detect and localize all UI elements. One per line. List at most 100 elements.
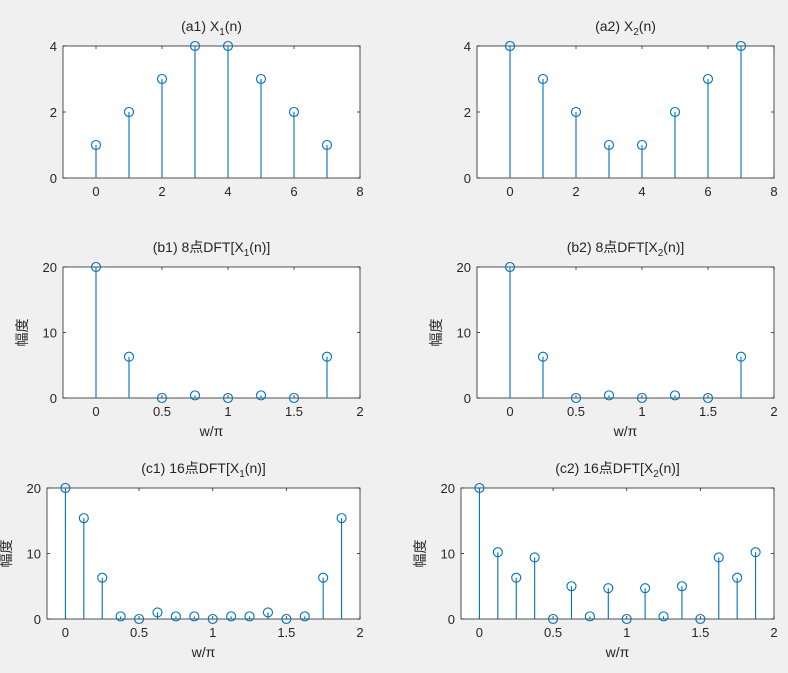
stem-marker: [621, 613, 632, 625]
stem-marker: [504, 40, 516, 52]
plot-area: [62, 45, 361, 179]
title-suffix: (n): [225, 18, 242, 34]
stem-marker: [636, 139, 648, 151]
stem-marker: [189, 390, 201, 401]
y-tick-label: 0: [464, 391, 471, 406]
stem-marker: [226, 611, 237, 622]
stem-marker: [123, 106, 135, 118]
title-suffix: (n)]: [659, 460, 680, 476]
stem-marker: [713, 552, 724, 563]
stem-marker: [548, 613, 559, 625]
y-tick-label: 10: [43, 326, 57, 341]
stem-marker: [115, 611, 126, 622]
y-tick-label: 10: [457, 326, 471, 341]
x-tick-label: 4: [638, 184, 645, 199]
stem-marker: [90, 139, 102, 151]
subplot-a1: 0 2 4 6 8 0 2 4 (a1) X1(n): [50, 18, 364, 199]
x-tick-label: 1.5: [699, 404, 717, 419]
x-tick-label: 1: [623, 625, 630, 640]
y-tick-label: 20: [43, 260, 57, 275]
x-tick-label: 0.5: [544, 625, 562, 640]
x-axis-label: w/π: [191, 644, 216, 660]
y-tick-label: 0: [448, 612, 455, 627]
stem-marker: [152, 607, 163, 618]
x-tick-label: 1.5: [285, 404, 303, 419]
stem-marker: [207, 613, 218, 625]
x-tick-label: 1.5: [277, 625, 295, 640]
title-subscript: 2: [658, 248, 664, 259]
x-tick-label: 2: [770, 625, 777, 640]
stem-marker: [321, 351, 333, 362]
stem-marker: [570, 392, 582, 404]
x-tick-label: 2: [158, 184, 165, 199]
stem-marker: [170, 611, 181, 622]
title-subscript: 2: [633, 27, 639, 38]
stem-marker: [504, 261, 516, 273]
title-main: (b2) 8点DFT[X: [567, 239, 659, 255]
x-tick-label: 6: [290, 184, 297, 199]
x-tick-label: 8: [770, 184, 777, 199]
stem-marker: [156, 392, 168, 404]
title-main: (c2) 16点DFT[X: [555, 460, 654, 476]
subplot-title: (b1) 8点DFT[X1(n)]: [153, 239, 271, 259]
stem-marker: [255, 73, 267, 85]
title-main: (c1) 16点DFT[X: [141, 460, 240, 476]
stem-marker: [566, 581, 577, 592]
stem-marker: [318, 572, 329, 583]
stem-marker: [321, 139, 333, 151]
stem-marker: [732, 572, 743, 583]
y-tick-label: 10: [441, 547, 455, 562]
stem-marker: [90, 261, 102, 273]
x-tick-label: 1: [638, 404, 645, 419]
stem-marker: [695, 613, 706, 625]
x-tick-label: 2: [356, 625, 363, 640]
x-tick-label: 2: [770, 404, 777, 419]
x-tick-label: 0.5: [153, 404, 171, 419]
stem-marker: [603, 390, 615, 401]
stem-marker: [570, 106, 582, 118]
stem-marker: [97, 572, 108, 583]
stem-marker: [658, 611, 669, 622]
stem-marker: [702, 392, 714, 404]
stem-marker: [669, 106, 681, 118]
stem-marker: [222, 392, 234, 404]
stem-marker: [537, 73, 549, 85]
stem-marker: [156, 73, 168, 85]
stem-marker: [262, 607, 273, 618]
y-axis-label: 幅度: [428, 319, 444, 347]
plot-area: [476, 266, 775, 399]
stem-marker: [492, 547, 503, 558]
title-suffix: (n)]: [249, 239, 270, 255]
x-axis-label: w/π: [199, 423, 224, 439]
stem-marker: [288, 392, 300, 404]
title-suffix: (n): [639, 18, 656, 34]
stem-marker: [584, 611, 595, 622]
stem-marker: [603, 583, 614, 594]
stem-marker: [134, 613, 145, 625]
plot-area: [476, 45, 775, 179]
y-tick-label: 2: [464, 105, 471, 120]
x-tick-label: 0: [92, 184, 99, 199]
stem-marker: [474, 482, 485, 494]
x-tick-label: 0.5: [567, 404, 585, 419]
y-axis-label: 幅度: [412, 540, 428, 568]
stem-marker: [123, 351, 135, 362]
x-axis-label: w/π: [605, 644, 630, 660]
stem-marker: [288, 106, 300, 118]
y-axis-label: 幅度: [14, 319, 30, 347]
y-tick-label: 2: [50, 105, 57, 120]
stem-marker: [735, 351, 747, 362]
x-tick-label: 8: [356, 184, 363, 199]
stem-marker: [189, 40, 201, 52]
x-tick-label: 1: [209, 625, 216, 640]
title-main: (a2) X: [595, 18, 634, 34]
x-tick-label: 0: [476, 625, 483, 640]
title-subscript: 2: [653, 469, 659, 480]
x-tick-label: 0: [506, 404, 513, 419]
